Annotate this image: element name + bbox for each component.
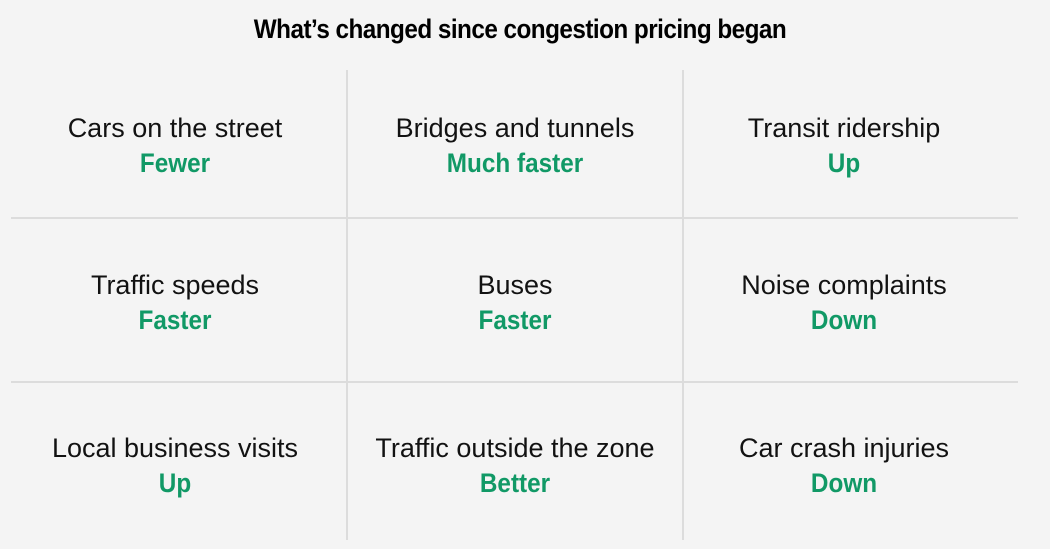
metric-cell-cars: Cars on the street Fewer	[7, 111, 343, 181]
metric-cell-buses: Buses Faster	[347, 268, 683, 338]
metric-value: Faster	[138, 305, 212, 335]
metric-cell-traffic-speeds: Traffic speeds Faster	[7, 268, 343, 338]
metric-label: Car crash injuries	[738, 433, 950, 463]
row-divider-2	[11, 381, 1018, 383]
column-divider-2	[682, 70, 684, 540]
metric-label: Traffic outside the zone	[375, 433, 655, 463]
metric-value: Fewer	[139, 148, 211, 178]
metric-value: Down	[810, 468, 878, 498]
metric-cell-transit: Transit ridership Up	[676, 111, 1012, 181]
metric-value: Much faster	[446, 148, 584, 178]
metric-label: Cars on the street	[67, 113, 283, 143]
metric-value: Up	[827, 148, 861, 178]
metric-label: Buses	[477, 270, 553, 300]
metric-cell-crash-injuries: Car crash injuries Down	[676, 431, 1012, 501]
metric-cell-outside-zone: Traffic outside the zone Better	[347, 431, 683, 501]
column-divider-1	[346, 70, 348, 540]
metric-cell-bridges: Bridges and tunnels Much faster	[347, 111, 683, 181]
row-divider-1	[11, 217, 1018, 219]
metric-value: Faster	[478, 305, 552, 335]
metric-value: Up	[158, 468, 192, 498]
metric-label: Noise complaints	[741, 270, 947, 300]
metric-label: Traffic speeds	[90, 270, 260, 300]
metric-cell-local-business: Local business visits Up	[7, 431, 343, 501]
metric-value: Down	[810, 305, 878, 335]
graphic-title: What’s changed since congestion pricing …	[253, 14, 787, 44]
metric-label: Transit ridership	[747, 113, 941, 143]
metric-cell-noise: Noise complaints Down	[676, 268, 1012, 338]
metric-value: Better	[479, 468, 551, 498]
metric-label: Bridges and tunnels	[395, 113, 635, 143]
metric-label: Local business visits	[51, 433, 299, 463]
